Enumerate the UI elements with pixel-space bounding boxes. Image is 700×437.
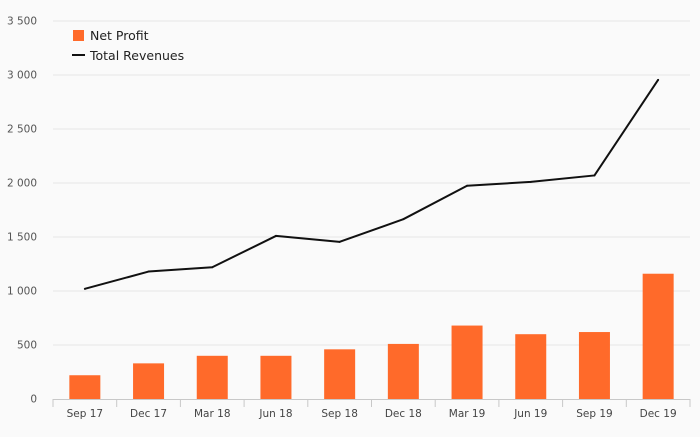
point-total-revenues	[402, 218, 405, 221]
legend-label-total-revenues: Total Revenues	[89, 48, 184, 63]
line-total-revenues	[84, 79, 659, 290]
bar-net-profit	[578, 332, 610, 399]
point-total-revenues	[274, 234, 277, 237]
bar-net-profit	[515, 334, 547, 399]
legend-item-net-profit: Net Profit	[73, 28, 149, 43]
line-series	[83, 78, 660, 290]
point-total-revenues	[466, 184, 469, 187]
x-tick-label: Dec 18	[385, 408, 422, 420]
y-tick-label: 2 000	[7, 178, 37, 190]
point-total-revenues	[593, 174, 596, 177]
bar-net-profit	[196, 355, 228, 399]
legend-label-net-profit: Net Profit	[90, 28, 149, 43]
x-tick-label: Mar 18	[194, 408, 231, 420]
bar-series	[69, 273, 674, 399]
legend-swatch-net-profit	[73, 30, 84, 41]
bar-net-profit	[324, 349, 356, 399]
y-tick-label: 3 000	[7, 70, 37, 82]
bar-net-profit	[451, 325, 483, 399]
x-tick-label: Dec 17	[130, 408, 167, 420]
bar-net-profit	[642, 273, 674, 399]
point-total-revenues	[338, 240, 341, 243]
y-tick-label: 1 000	[7, 286, 37, 298]
x-tick-label: Sep 18	[321, 408, 358, 420]
bar-net-profit	[133, 363, 165, 399]
point-total-revenues	[211, 266, 214, 269]
x-tick-label: Sep 19	[576, 408, 613, 420]
bar-net-profit	[69, 375, 101, 399]
y-axis: 0 500 1 000 1 500 2 000 2 500 3 000 3 500	[7, 16, 37, 406]
y-tick-label: 0	[30, 394, 37, 406]
point-total-revenues	[529, 180, 532, 183]
x-tick-label: Sep 17	[67, 408, 104, 420]
grid-layer	[53, 20, 690, 346]
x-tick-label: Dec 19	[640, 408, 677, 420]
y-tick-label: 1 500	[7, 232, 37, 244]
legend-item-total-revenues: Total Revenues	[72, 48, 184, 63]
point-total-revenues	[657, 78, 660, 81]
bar-net-profit	[387, 343, 419, 399]
x-tick-label: Jun 19	[513, 408, 547, 420]
point-total-revenues	[147, 270, 150, 273]
y-tick-label: 500	[17, 340, 37, 352]
bar-net-profit	[260, 355, 292, 399]
point-total-revenues	[83, 287, 86, 290]
y-tick-label: 3 500	[7, 16, 37, 28]
x-tick-label: Mar 19	[449, 408, 486, 420]
legend: Net Profit Total Revenues	[72, 28, 184, 63]
x-axis: Sep 17 Dec 17 Mar 18 Jun 18 Sep 18 Dec 18 Mar …	[52, 399, 691, 420]
y-tick-label: 2 500	[7, 124, 37, 136]
x-tick-label: Jun 18	[258, 408, 292, 420]
